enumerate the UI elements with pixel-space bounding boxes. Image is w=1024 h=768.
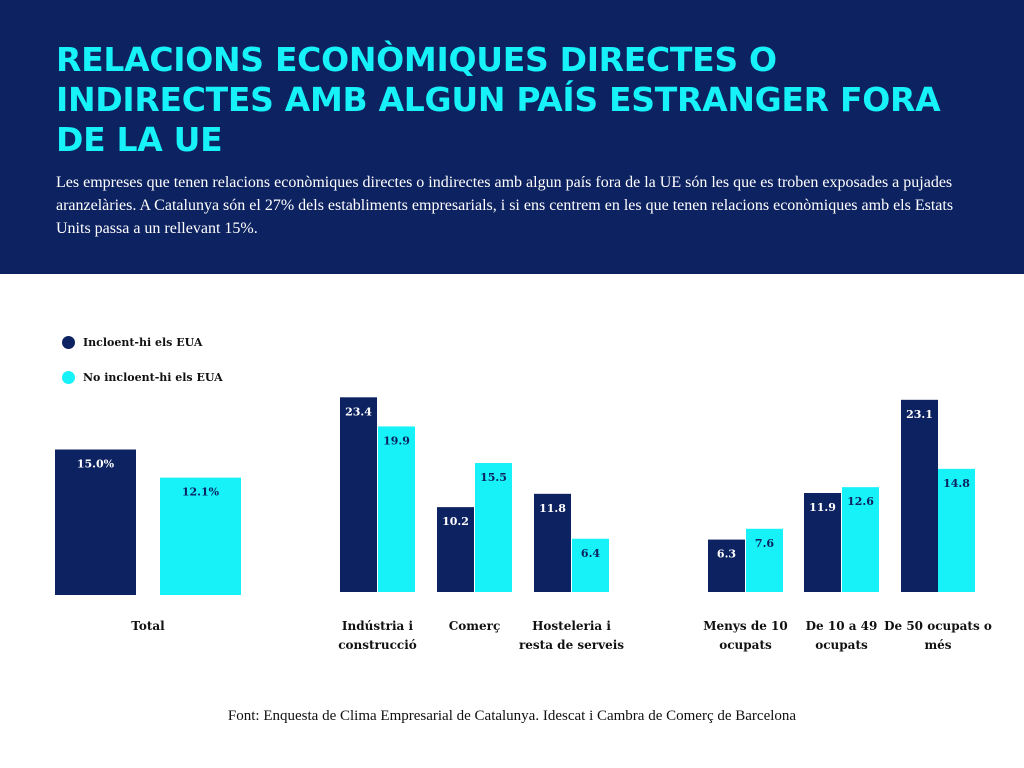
bar-no-incloent-5: [842, 487, 879, 592]
source-note: Font: Enquesta de Clima Empresarial de C…: [227, 708, 797, 724]
data-label: 6.4: [581, 547, 600, 560]
legend: Incloent-hi els EUA No incloent-hi els E…: [62, 332, 223, 402]
category-label: construcció: [338, 638, 417, 652]
category-label: De 10 a 49: [806, 619, 878, 633]
data-label: 15.0%: [77, 458, 115, 471]
category-label: ocupats: [719, 638, 772, 652]
legend-label: Incloent-hi els EUA: [83, 335, 203, 349]
legend-item-incloent: Incloent-hi els EUA: [62, 332, 223, 352]
legend-label: No incloent-hi els EUA: [83, 370, 223, 384]
data-label: 19.9: [383, 434, 410, 447]
data-label: 10.2: [442, 515, 469, 528]
bar-no-incloent-2: [475, 463, 512, 592]
data-label: 23.1: [906, 408, 933, 421]
category-label: Comerç: [449, 619, 501, 633]
header-banner: RELACIONS ECONÒMIQUES DIRECTES O INDIREC…: [0, 0, 1024, 274]
bar-incloent-3: [534, 493, 571, 592]
category-label: resta de serveis: [519, 638, 624, 652]
category-label: Indústria i: [342, 619, 414, 633]
data-label: 7.6: [755, 537, 774, 550]
category-label: Total: [131, 619, 165, 633]
bar-no-incloent-4: [746, 528, 783, 592]
data-label: 12.6: [847, 495, 874, 508]
chart-title: RELACIONS ECONÒMIQUES DIRECTES O INDIREC…: [56, 40, 941, 159]
data-label: 14.8: [943, 477, 970, 490]
legend-dot-navy: [62, 335, 75, 349]
bar-incloent-4: [708, 539, 745, 592]
data-label: 12.1%: [182, 486, 220, 499]
bar-chart: 15.0% 12.1% Total 23.4 19.9 Indústria i constr…: [55, 397, 992, 652]
bar-no-incloent-6: [938, 468, 975, 592]
data-label: 23.4: [345, 405, 372, 418]
bar-incloent-1: [340, 397, 377, 592]
bar-no-incloent-3: [572, 538, 609, 592]
bar-no-incloent-0: [160, 477, 241, 595]
bar-no-incloent-1: [378, 426, 415, 592]
legend-dot-cyan: [62, 370, 75, 384]
category-label: Menys de 10: [703, 619, 787, 633]
data-label: 6.3: [717, 548, 736, 561]
data-label: 11.8: [539, 502, 566, 515]
category-label: ocupats: [815, 638, 868, 652]
chart-subtitle: Les empreses que tenen relacions econòmi…: [56, 174, 954, 237]
bar-incloent-0: [55, 449, 136, 595]
bar-incloent-5: [804, 492, 841, 592]
bar-incloent-2: [437, 507, 474, 592]
legend-item-no-incloent: No incloent-hi els EUA: [62, 367, 223, 387]
category-label: Hosteleria i: [532, 619, 611, 633]
category-label: De 50 ocupats o: [884, 619, 992, 633]
data-label: 15.5: [480, 471, 507, 484]
data-label: 11.9: [809, 501, 836, 514]
category-label: més: [924, 638, 951, 652]
bar-incloent-6: [901, 399, 938, 592]
